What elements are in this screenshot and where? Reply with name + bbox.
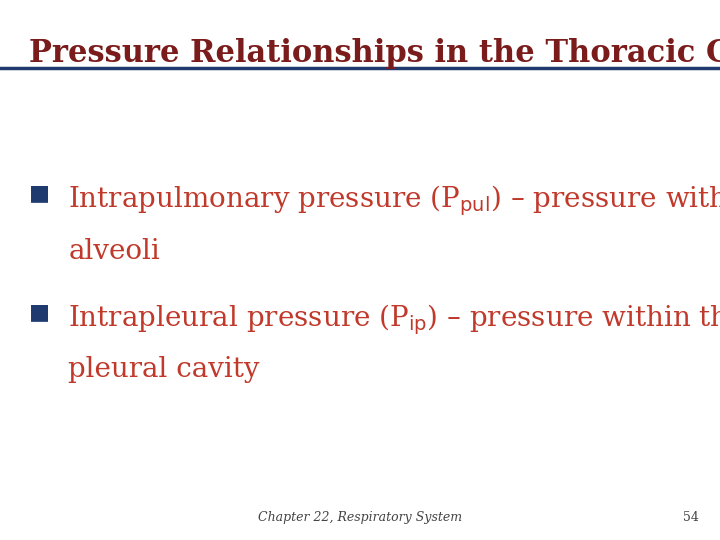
Text: ■: ■ (29, 302, 50, 322)
Text: Chapter 22, Respiratory System: Chapter 22, Respiratory System (258, 511, 462, 524)
Text: ■: ■ (29, 184, 50, 204)
Text: Intrapulmonary pressure (P$_{\mathrm{pul}}$) – pressure within the: Intrapulmonary pressure (P$_{\mathrm{pul… (68, 184, 720, 218)
Text: alveoli: alveoli (68, 238, 160, 265)
Text: pleural cavity: pleural cavity (68, 356, 260, 383)
Text: Pressure Relationships in the Thoracic Cavity: Pressure Relationships in the Thoracic C… (29, 38, 720, 69)
Text: 54: 54 (683, 511, 698, 524)
Text: Intrapleural pressure (P$_{\mathrm{ip}}$) – pressure within the: Intrapleural pressure (P$_{\mathrm{ip}}$… (68, 302, 720, 337)
